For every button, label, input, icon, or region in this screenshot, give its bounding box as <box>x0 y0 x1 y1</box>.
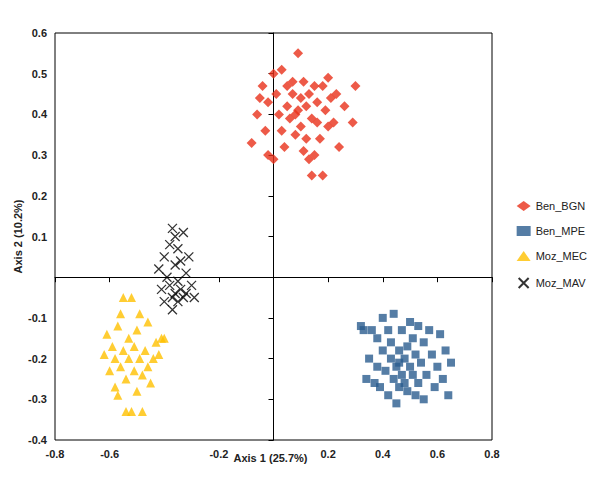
svg-text:-0.3: -0.3 <box>28 393 47 405</box>
svg-text:-0.2: -0.2 <box>28 353 47 365</box>
svg-text:0.5: 0.5 <box>32 68 47 80</box>
svg-text:-0.6: -0.6 <box>100 448 119 460</box>
svg-text:Ben_BGN: Ben_BGN <box>536 200 586 212</box>
svg-text:0.4: 0.4 <box>32 108 48 120</box>
svg-text:0.3: 0.3 <box>32 149 47 161</box>
svg-text:0.6: 0.6 <box>430 448 445 460</box>
svg-text:0.2: 0.2 <box>320 448 335 460</box>
svg-text:-0.4: -0.4 <box>28 434 48 446</box>
svg-text:0.4: 0.4 <box>375 448 391 460</box>
svg-text:Ben_MPE: Ben_MPE <box>536 225 586 237</box>
svg-text:-0.1: -0.1 <box>28 312 47 324</box>
svg-text:0.8: 0.8 <box>484 448 499 460</box>
svg-text:-0.2: -0.2 <box>209 448 228 460</box>
svg-text:Moz_MEC: Moz_MEC <box>536 250 587 262</box>
svg-text:0.2: 0.2 <box>32 190 47 202</box>
svg-text:0.6: 0.6 <box>32 27 47 39</box>
svg-text:Axis 2 (10.2%): Axis 2 (10.2%) <box>12 199 24 273</box>
svg-text:-0.8: -0.8 <box>46 448 65 460</box>
svg-text:Moz_MAV: Moz_MAV <box>536 277 587 289</box>
svg-text:Axis 1 (25.7%): Axis 1 (25.7%) <box>234 452 308 464</box>
svg-text:0.1: 0.1 <box>32 231 47 243</box>
